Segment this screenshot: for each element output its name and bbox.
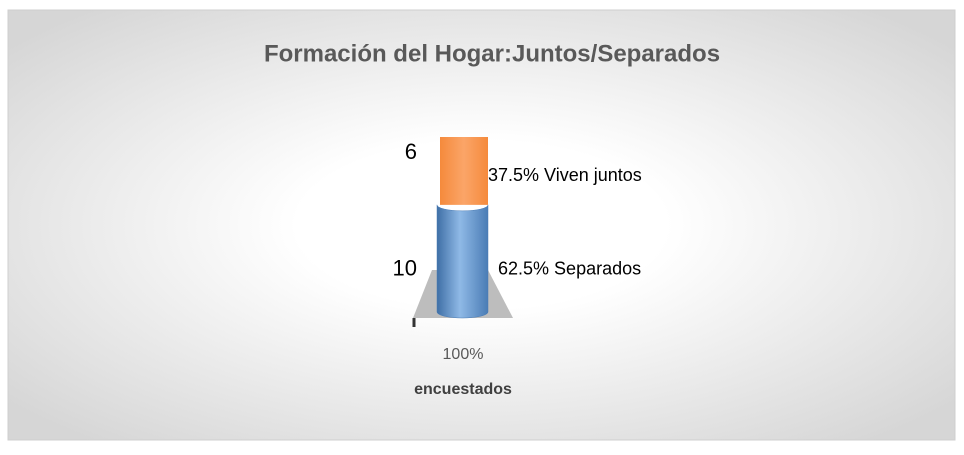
share-percent: 62.5% [498,258,549,278]
x-axis-label: encuestados [414,381,512,398]
segment [436,204,489,319]
series-name: Separados [554,258,641,278]
share-label: 62.5% Separados [498,258,641,278]
share-label: 37.5% Viven juntos [488,165,642,185]
series-name: Viven juntos [544,165,642,185]
value-label: 10 [393,255,417,280]
chart-title: Formación del Hogar:Juntos/Separados [264,40,720,67]
share-percent: 37.5% [488,165,539,185]
segment [440,137,488,205]
value-label: 6 [405,139,417,164]
x-tick-label: 100% [443,346,484,363]
